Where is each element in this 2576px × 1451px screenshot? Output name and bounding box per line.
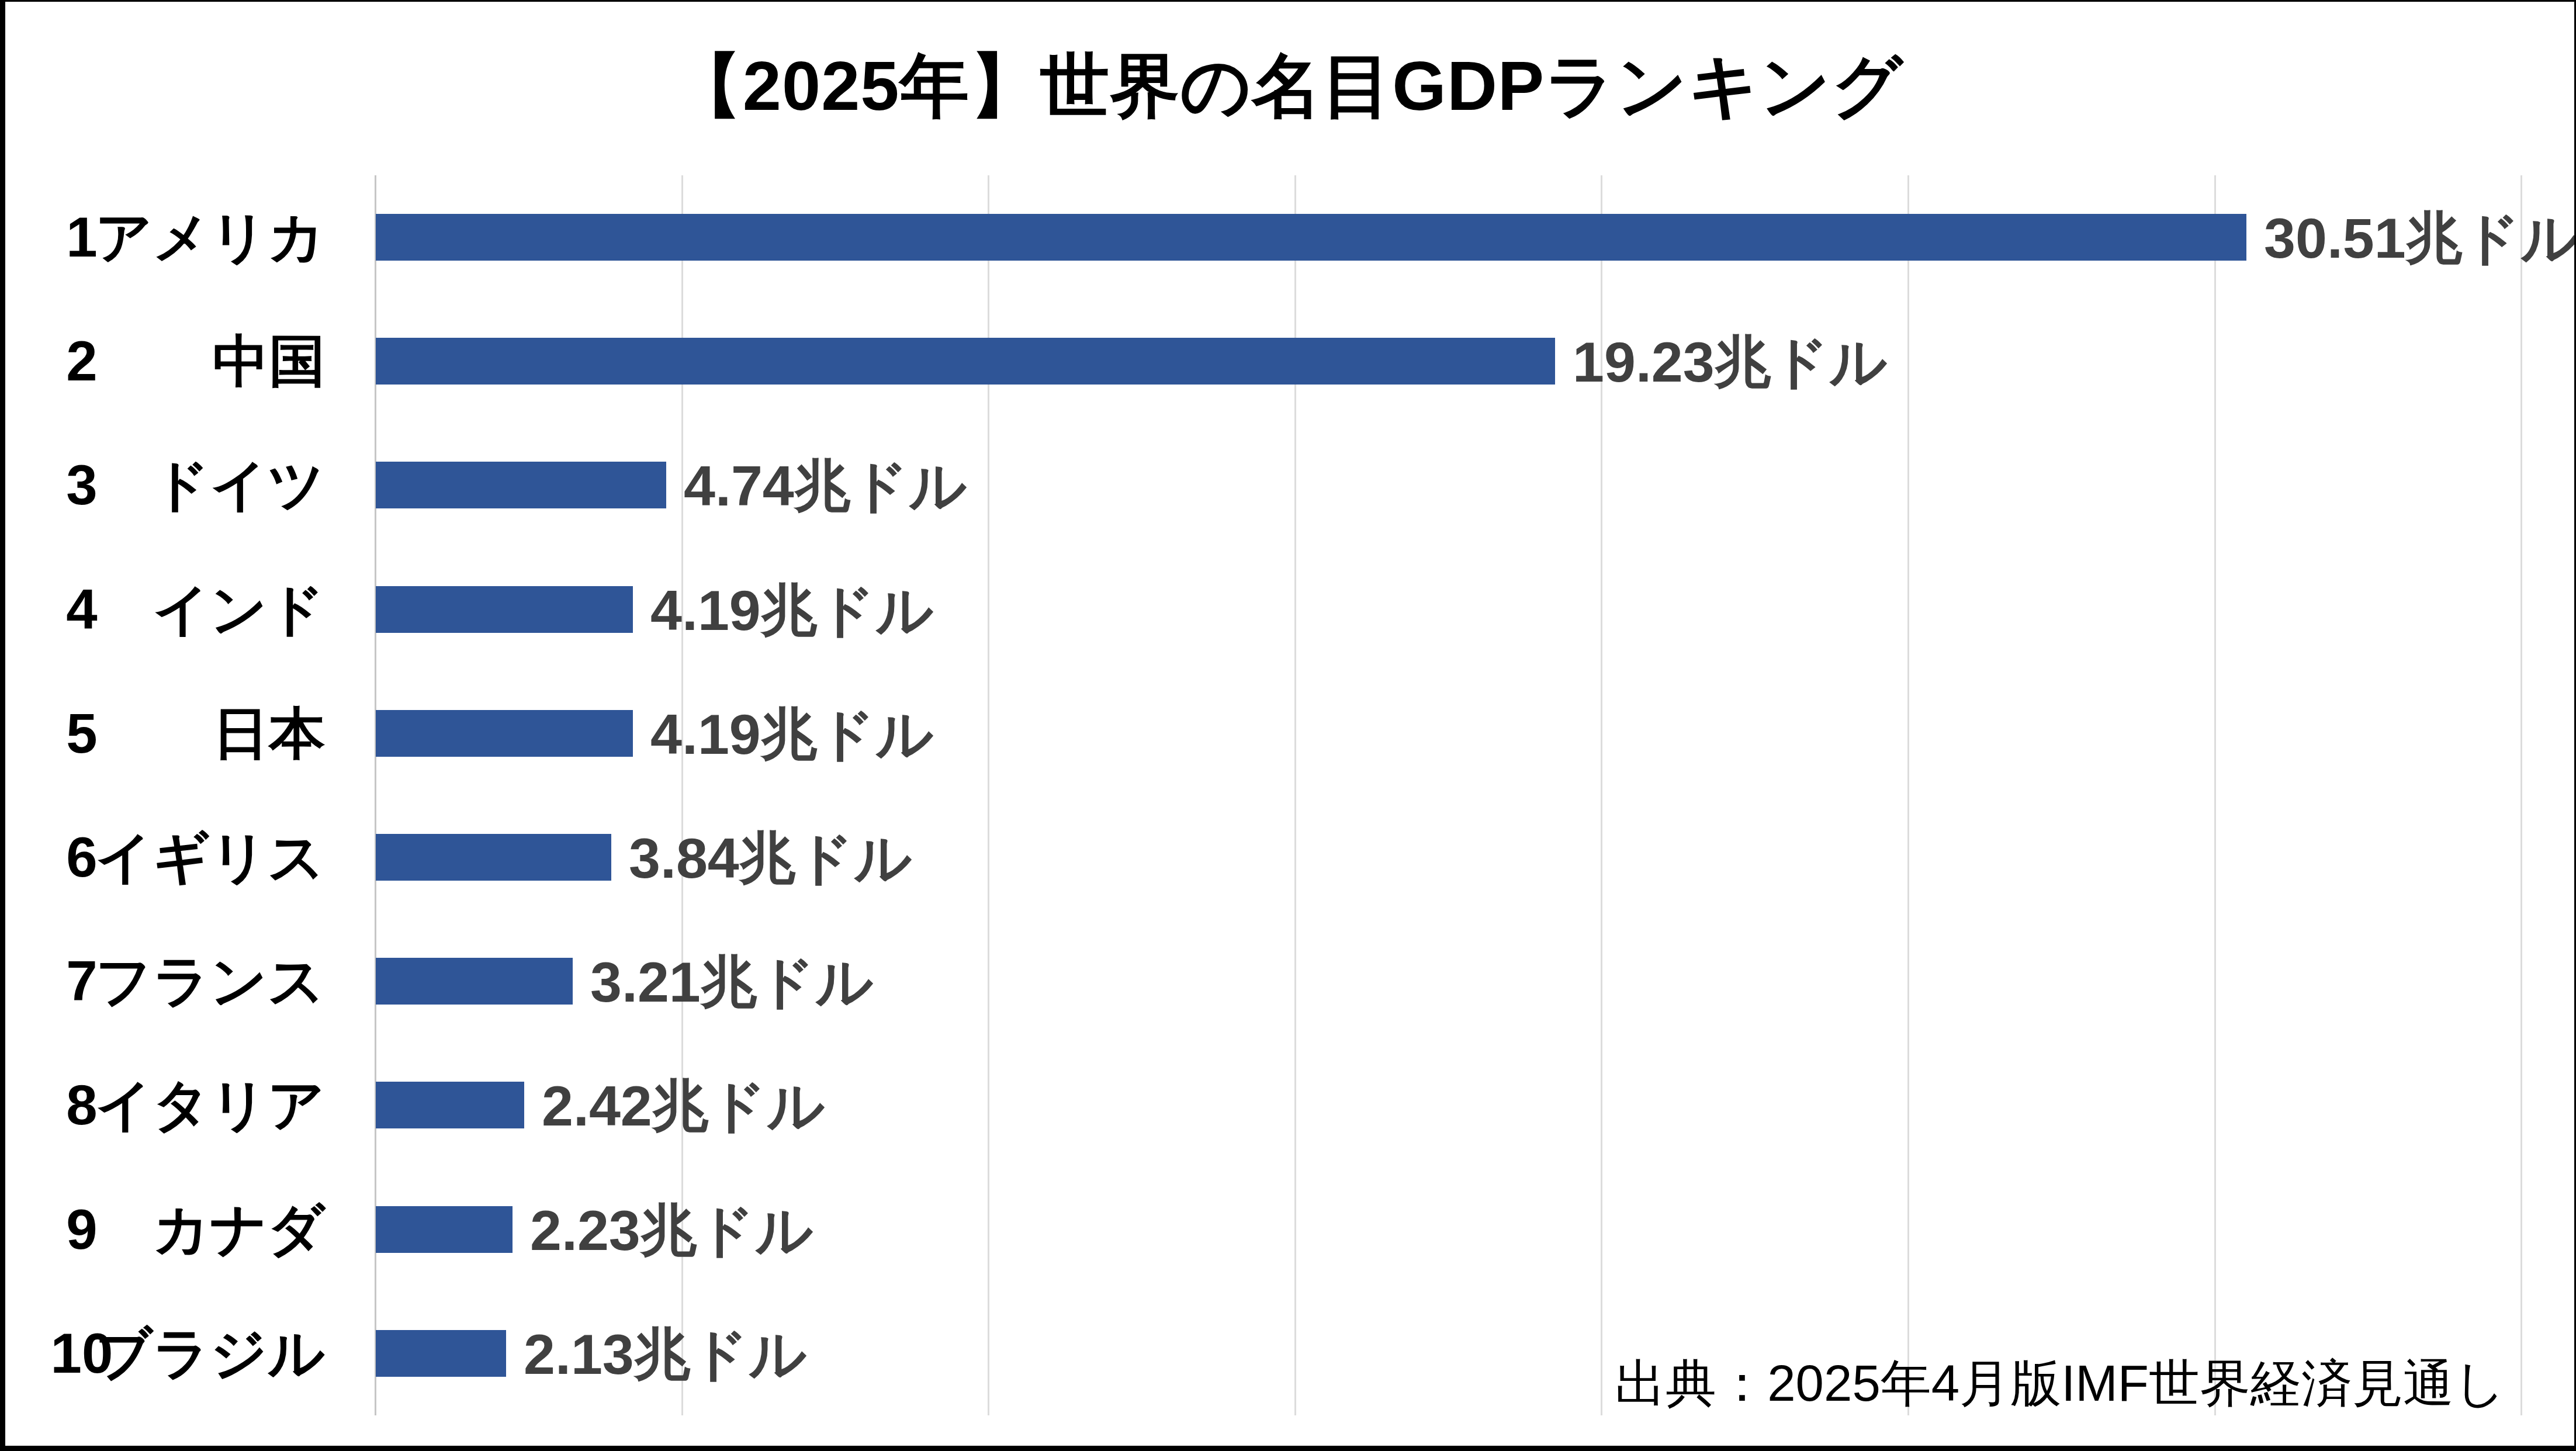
value-label: 4.19兆ドル — [650, 671, 933, 795]
country-label: ブラジル — [88, 1291, 325, 1415]
country-label: 日本 — [88, 671, 325, 795]
value-label: 30.51兆ドル — [2264, 175, 2576, 299]
frame-border-bottom — [0, 1446, 2576, 1451]
chart-row: 6 イギリス 3.84兆ドル — [0, 795, 2576, 919]
country-label: フランス — [88, 919, 325, 1043]
chart-row: 7 フランス 3.21兆ドル — [0, 919, 2576, 1043]
frame-border-top — [0, 0, 2576, 2]
source-note: 出典：2025年4月版IMF世界経済見通し — [1615, 1351, 2506, 1415]
gdp-bar — [376, 338, 1555, 385]
gdp-bar — [376, 214, 2246, 261]
chart-title: 【2025年】世界の名目GDPランキング — [0, 48, 2576, 124]
chart-row: 1 アメリカ 30.51兆ドル — [0, 175, 2576, 299]
gdp-bar — [376, 1206, 513, 1253]
chart-row: 2 中国 19.23兆ドル — [0, 299, 2576, 423]
frame-border-left — [0, 0, 5, 1451]
gdp-bar — [376, 834, 611, 881]
gdp-bar — [376, 586, 633, 633]
gdp-bar — [376, 958, 573, 1005]
value-label: 2.23兆ドル — [530, 1168, 813, 1291]
gdp-bar — [376, 1082, 524, 1128]
value-label: 3.84兆ドル — [629, 795, 912, 919]
chart-row: 9 カナダ 2.23兆ドル — [0, 1168, 2576, 1291]
country-label: イギリス — [88, 795, 325, 919]
country-label: 中国 — [88, 299, 325, 423]
country-label: インド — [88, 548, 325, 671]
country-label: ドイツ — [88, 423, 325, 547]
gdp-bar — [376, 710, 633, 757]
chart-row: 4 インド 4.19兆ドル — [0, 548, 2576, 671]
value-label: 2.13兆ドル — [524, 1291, 806, 1415]
value-label: 3.21兆ドル — [590, 919, 873, 1043]
gdp-bar — [376, 462, 666, 508]
value-label: 19.23兆ドル — [1573, 299, 1887, 423]
chart-image-frame: 【2025年】世界の名目GDPランキング 1 アメリカ 30.51兆ドル 2 中… — [0, 0, 2576, 1451]
country-label: カナダ — [88, 1168, 325, 1291]
country-label: イタリア — [88, 1043, 325, 1167]
value-label: 4.19兆ドル — [650, 548, 933, 671]
value-label: 2.42兆ドル — [542, 1043, 825, 1167]
country-label: アメリカ — [88, 175, 325, 299]
value-label: 4.74兆ドル — [684, 423, 967, 547]
gdp-bar — [376, 1330, 506, 1377]
chart-row: 8 イタリア 2.42兆ドル — [0, 1043, 2576, 1167]
chart-row: 3 ドイツ 4.74兆ドル — [0, 423, 2576, 547]
chart-row: 5 日本 4.19兆ドル — [0, 671, 2576, 795]
